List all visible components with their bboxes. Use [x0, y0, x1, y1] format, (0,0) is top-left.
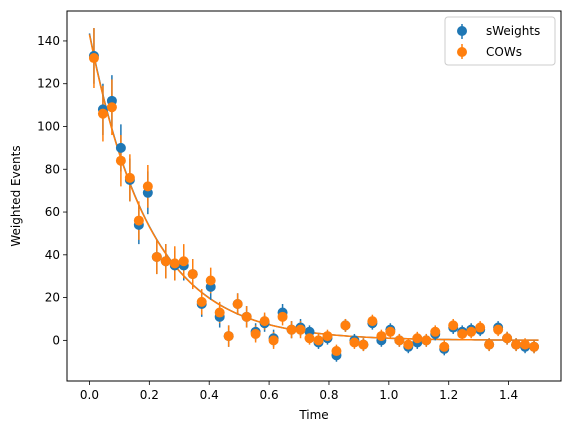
- point-cows: [160, 256, 171, 267]
- point-cows: [259, 316, 270, 327]
- x-tick-label: 0.6: [260, 388, 279, 402]
- y-tick-label: 20: [45, 291, 60, 305]
- legend: sWeights COWs: [444, 16, 556, 66]
- point-cows: [466, 326, 477, 337]
- legend-label-cows: COWs: [486, 45, 522, 59]
- x-tick-label: 0.2: [140, 388, 159, 402]
- point-cows: [268, 335, 279, 346]
- point-cows: [394, 335, 405, 346]
- y-tick-label: 80: [45, 162, 60, 176]
- point-cows: [151, 251, 162, 262]
- data-points: [88, 50, 540, 361]
- point-cows: [106, 102, 117, 113]
- y-tick-label: 100: [37, 119, 60, 133]
- plot-frame: [66, 10, 562, 382]
- point-cows: [520, 339, 531, 350]
- point-cows: [511, 339, 522, 350]
- point-cows: [484, 339, 495, 350]
- point-cows: [529, 341, 540, 352]
- point-cows: [187, 269, 198, 280]
- point-cows: [178, 256, 189, 267]
- point-cows: [376, 331, 387, 342]
- y-tick-label: 120: [37, 77, 60, 91]
- point-cows: [493, 324, 504, 335]
- point-cows: [322, 331, 333, 342]
- y-tick-label: 60: [45, 205, 60, 219]
- point-cows: [385, 326, 396, 337]
- x-tick-label: 1.4: [499, 388, 518, 402]
- point-cows: [295, 324, 306, 335]
- point-cows: [430, 326, 441, 337]
- legend-label-sweights: sWeights: [486, 24, 540, 38]
- y-tick-label: 0: [52, 333, 60, 347]
- y-axis: 0 20 40 60 80 100 120 140: [37, 34, 67, 347]
- point-cows: [502, 333, 513, 344]
- legend-swatch-cows: [457, 47, 467, 57]
- point-cows: [403, 339, 414, 350]
- point-cows: [367, 316, 378, 327]
- point-cows: [286, 324, 297, 335]
- point-cows: [232, 299, 243, 310]
- point-cows: [214, 307, 225, 318]
- point-cows: [196, 296, 207, 307]
- plot-area: [67, 11, 561, 381]
- point-cows: [439, 341, 450, 352]
- x-tick-label: 1.2: [439, 388, 458, 402]
- point-cows: [304, 333, 315, 344]
- x-axis-label: Time: [298, 408, 328, 422]
- x-tick-label: 0.8: [319, 388, 338, 402]
- point-cows: [223, 331, 234, 342]
- x-tick-label: 0.4: [200, 388, 219, 402]
- point-cows: [421, 335, 432, 346]
- point-cows: [88, 53, 99, 64]
- legend-swatch-sweights: [457, 26, 467, 36]
- point-cows: [169, 258, 180, 269]
- x-tick-label: 0.0: [80, 388, 99, 402]
- x-tick-label: 1.0: [379, 388, 398, 402]
- point-cows: [277, 311, 288, 322]
- point-cows: [331, 346, 342, 357]
- point-cows: [115, 155, 126, 166]
- point-cows: [250, 328, 261, 339]
- y-tick-label: 140: [37, 34, 60, 48]
- point-cows: [97, 108, 108, 119]
- point-cows: [358, 339, 369, 350]
- point-cows: [241, 311, 252, 322]
- point-cows: [457, 328, 468, 339]
- point-cows: [133, 215, 144, 226]
- point-cows: [475, 322, 486, 333]
- point-cows: [448, 320, 459, 331]
- point-cows: [349, 337, 360, 348]
- point-sweights: [115, 142, 126, 153]
- y-axis-label: Weighted Events: [9, 145, 23, 246]
- point-cows: [412, 333, 423, 344]
- point-cows: [340, 320, 351, 331]
- point-cows: [313, 335, 324, 346]
- point-cows: [124, 172, 135, 183]
- point-cows: [205, 275, 216, 286]
- x-axis: 0.0 0.2 0.4 0.6 0.8 1.0 1.2 1.4: [80, 381, 518, 402]
- point-cows: [142, 181, 153, 192]
- y-tick-label: 40: [45, 248, 60, 262]
- legend-box: [444, 16, 556, 66]
